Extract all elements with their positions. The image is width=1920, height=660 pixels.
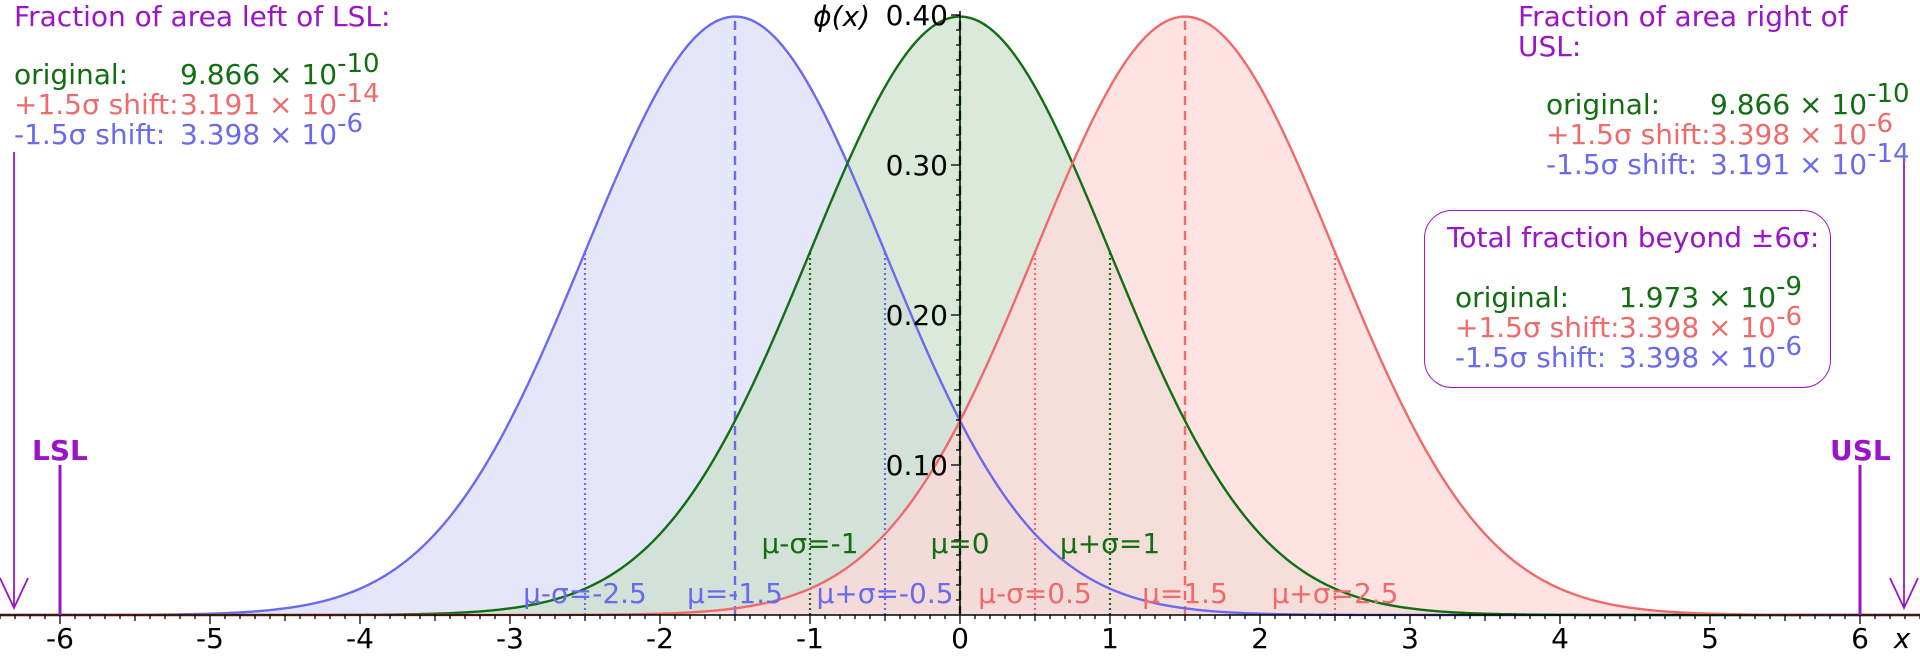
- right-row-original: original: 9.866 × 10-10: [1546, 81, 1920, 121]
- x-tick-label: -3: [496, 622, 524, 655]
- x-tick-label: -4: [346, 622, 374, 655]
- total-row-value: 1.973 × 10: [1619, 281, 1777, 314]
- total-row-exponent: -9: [1776, 271, 1802, 302]
- total-row-original: original: 1.973 × 10-9: [1455, 274, 1815, 314]
- total-row-plus-shift: +1.5σ shift: 3.398 × 10-6: [1455, 304, 1815, 344]
- x-tick-label: 6: [1851, 622, 1869, 655]
- right-row-value: 9.866 × 10: [1710, 88, 1868, 121]
- total-row-label: original:: [1455, 281, 1570, 314]
- right-row-minus-shift: -1.5σ shift: 3.191 × 10-14: [1546, 141, 1920, 181]
- x-tick-label: 0: [951, 622, 969, 655]
- total-row-value: 3.398 × 10: [1619, 311, 1777, 344]
- total-fraction-box: Total fraction beyond ±6σ: original: 1.9…: [1424, 210, 1831, 388]
- left-row-exponent: -6: [337, 108, 363, 139]
- left-row-label: original:: [14, 58, 129, 91]
- x-tick-label: -2: [646, 622, 674, 655]
- x-tick-label: 5: [1701, 622, 1719, 655]
- mean-label-original: μ=0: [930, 527, 989, 560]
- x-tick-label: 1: [1101, 622, 1119, 655]
- total-row-value: 3.398 × 10: [1619, 341, 1777, 374]
- upper-sigma-label-plus: μ+σ=2.5: [1271, 577, 1398, 610]
- lower-sigma-label-plus: μ-σ=0.5: [978, 577, 1092, 610]
- lower-sigma-label-original: μ-σ=-1: [761, 527, 858, 560]
- total-row-minus-shift: -1.5σ shift: 3.398 × 10-6: [1455, 334, 1815, 374]
- left-row-original: original: 9.866 × 10-10: [14, 51, 434, 91]
- right-row-label: +1.5σ shift:: [1546, 118, 1711, 151]
- x-tick-label: 2: [1251, 622, 1269, 655]
- y-tick-label: 0.40: [886, 0, 948, 32]
- right-row-exponent: -14: [1867, 138, 1910, 169]
- y-tick-label: 0.20: [886, 299, 948, 332]
- mean-label-plus: μ=1.5: [1142, 577, 1228, 610]
- right-row-value: 3.191 × 10: [1710, 148, 1868, 181]
- right-usl-panel: Fraction of area right of USL: original:…: [1518, 2, 1918, 180]
- left-row-value: 3.191 × 10: [180, 88, 338, 121]
- total-row-exponent: -6: [1776, 301, 1802, 332]
- left-row-label: -1.5σ shift:: [14, 118, 166, 151]
- right-row-label: -1.5σ shift:: [1546, 148, 1698, 181]
- x-axis-label: x: [1893, 622, 1911, 655]
- x-tick-label: -1: [796, 622, 824, 655]
- left-row-value: 9.866 × 10: [180, 58, 338, 91]
- left-row-minus-shift: -1.5σ shift: 3.398 × 10-6: [14, 111, 434, 151]
- right-row-value: 3.398 × 10: [1710, 118, 1868, 151]
- right-tail-arrow-head: [1889, 577, 1919, 611]
- usl-label: USL: [1830, 434, 1891, 467]
- lower-sigma-label-minus: μ-σ=-2.5: [523, 577, 647, 610]
- x-tick-label: 4: [1551, 622, 1569, 655]
- total-row-exponent: -6: [1776, 331, 1802, 362]
- upper-sigma-label-original: μ+σ=1: [1060, 527, 1160, 560]
- left-panel-title: Fraction of area left of LSL:: [14, 0, 391, 33]
- right-row-label: original:: [1546, 88, 1661, 121]
- y-tick-label: 0.30: [886, 149, 948, 182]
- total-box-title: Total fraction beyond ±6σ:: [1447, 221, 1820, 254]
- upper-sigma-label-minus: μ+σ=-0.5: [816, 577, 953, 610]
- left-tail-arrow-head: [0, 577, 29, 611]
- left-row-plus-shift: +1.5σ shift: 3.191 × 10-14: [14, 81, 434, 121]
- x-tick-label: -6: [46, 622, 74, 655]
- x-tick-label: -5: [196, 622, 224, 655]
- right-panel-title: Fraction of area right of USL:: [1518, 0, 1848, 63]
- left-lsl-panel: Fraction of area left of LSL: original: …: [14, 2, 434, 150]
- right-row-exponent: -6: [1867, 108, 1893, 139]
- lsl-label: LSL: [32, 434, 88, 467]
- left-row-exponent: -10: [337, 48, 380, 79]
- left-row-label: +1.5σ shift:: [14, 88, 179, 121]
- x-tick-label: 3: [1401, 622, 1419, 655]
- mean-label-minus: μ=-1.5: [687, 577, 783, 610]
- total-row-label: -1.5σ shift:: [1455, 341, 1607, 374]
- left-row-exponent: -14: [337, 78, 380, 109]
- left-row-value: 3.398 × 10: [180, 118, 338, 151]
- y-axis-label: ϕ(x): [813, 0, 870, 33]
- right-row-plus-shift: +1.5σ shift: 3.398 × 10-6: [1546, 111, 1920, 151]
- right-row-exponent: -10: [1867, 78, 1910, 109]
- total-row-label: +1.5σ shift:: [1455, 311, 1620, 344]
- y-tick-label: 0.10: [886, 449, 948, 482]
